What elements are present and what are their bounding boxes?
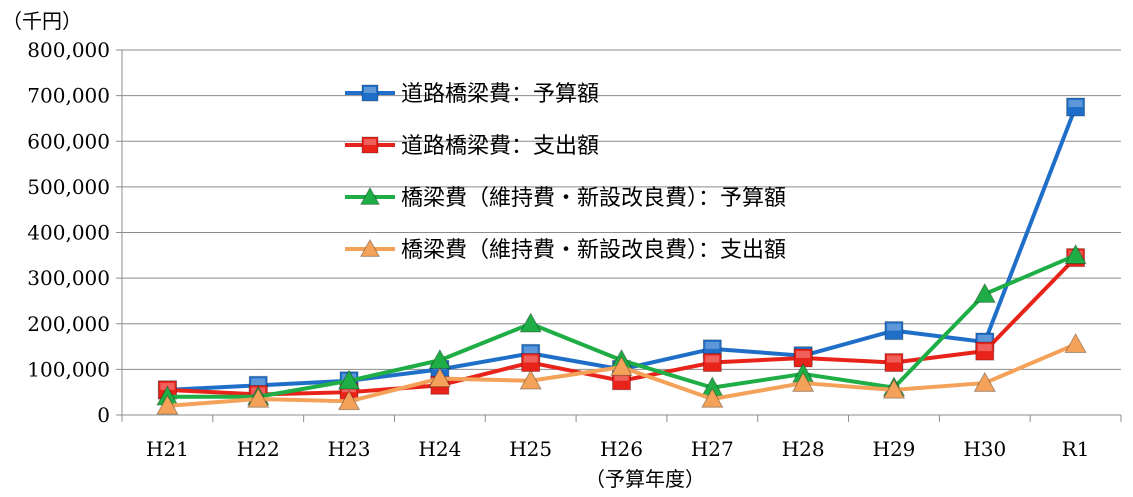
legend-label: 橋梁費（維持費・新設改良費）：支出額 (401, 238, 786, 263)
y-tick-label: 500,000 (27, 175, 110, 199)
legend: 道路橋梁費：予算額道路橋梁費：支出額橋梁費（維持費・新設改良費）：予算額橋梁費（… (345, 82, 786, 263)
marker-highlight (705, 355, 720, 363)
data-point (521, 353, 541, 373)
series-2 (157, 248, 1086, 404)
x-tick-label: H22 (237, 437, 280, 461)
data-point (882, 378, 906, 399)
data-point (884, 353, 904, 373)
x-axis-ticks: H21 H22 H23 H24 H25 H26 H27 H28 H29 H30 R1 (121, 415, 1122, 461)
legend-item-1: 道路橋梁費：予算額 (345, 82, 599, 107)
marker-square (1066, 97, 1086, 117)
legend-item-4: 橋梁費（維持費・新設改良費）：支出額 (345, 238, 786, 263)
y-tick-label: 100,000 (27, 357, 110, 381)
x-axis-title: （予算年度） (585, 467, 705, 491)
y-tick-label: 0 (97, 403, 110, 427)
data-point (1064, 332, 1087, 354)
legend-label: 道路橋梁費：予算額 (401, 82, 599, 107)
y-axis-ticks: 0 100,000 200,000 300,000 400,000 500,000 600,… (27, 38, 122, 427)
data-point (428, 367, 452, 388)
marker-highlight (886, 323, 901, 331)
legend-marker (359, 238, 381, 257)
data-point (973, 371, 996, 392)
y-tick-label: 200,000 (27, 312, 110, 336)
x-tick-label: H25 (509, 437, 552, 461)
marker-square (702, 353, 722, 373)
x-tick-label: H24 (418, 437, 461, 461)
data-point (975, 341, 995, 361)
data-point (337, 369, 361, 390)
data-point (793, 348, 813, 368)
series-group (156, 97, 1087, 415)
marker-highlight (251, 378, 266, 386)
data-point (701, 387, 724, 408)
data-point (791, 371, 815, 392)
data-point (1064, 243, 1087, 265)
marker-highlight (1068, 100, 1083, 108)
x-tick-label: H28 (782, 437, 825, 461)
x-tick-label: H27 (691, 437, 734, 461)
marker-highlight (886, 355, 901, 363)
x-tick-label: H30 (963, 437, 1006, 461)
x-tick-label: R1 (1062, 437, 1090, 461)
legend-marker (361, 84, 379, 102)
data-point (973, 282, 996, 303)
y-tick-label: 700,000 (27, 84, 110, 108)
x-tick-label: H26 (600, 437, 643, 461)
x-tick-label: H23 (328, 437, 371, 461)
legend-item-3: 橋梁費（維持費・新設改良費）：予算額 (345, 186, 786, 211)
series-4 (156, 332, 1087, 415)
legend-item-2: 道路橋梁費：支出額 (345, 134, 599, 159)
marker-highlight (977, 335, 992, 342)
legend-marker (359, 186, 381, 205)
marker-square (884, 353, 904, 373)
marker-square (884, 321, 904, 341)
marker-highlight (796, 350, 811, 358)
marker-square (361, 136, 379, 154)
data-point (702, 353, 722, 373)
marker-square (975, 341, 995, 361)
y-tick-label: 600,000 (27, 129, 110, 153)
data-point (884, 321, 904, 341)
legend-marker (361, 136, 379, 154)
y-unit-label: （千円） (2, 9, 82, 33)
marker-highlight (977, 344, 992, 352)
gridlines (121, 49, 1121, 416)
data-point (519, 369, 542, 390)
y-tick-label: 300,000 (27, 266, 110, 290)
marker-highlight (364, 139, 376, 145)
data-point (156, 394, 179, 415)
y-tick-label: 800,000 (27, 38, 110, 62)
marker-highlight (523, 355, 538, 363)
data-point (247, 387, 270, 408)
marker-highlight (364, 87, 376, 93)
legend-label: 橋梁費（維持費・新設改良費）：予算額 (401, 186, 786, 211)
data-point (1066, 97, 1086, 117)
x-tick-label: H29 (873, 437, 916, 461)
data-point (337, 389, 361, 411)
marker-highlight (705, 341, 720, 349)
marker-highlight (523, 346, 538, 354)
marker-square (361, 84, 379, 102)
y-tick-label: 400,000 (27, 221, 110, 245)
x-tick-label: H21 (146, 437, 189, 461)
marker-highlight (614, 373, 629, 381)
data-point (519, 312, 542, 333)
data-point (610, 355, 633, 376)
legend-label: 道路橋梁費：支出額 (401, 134, 599, 159)
data-point (702, 339, 722, 359)
